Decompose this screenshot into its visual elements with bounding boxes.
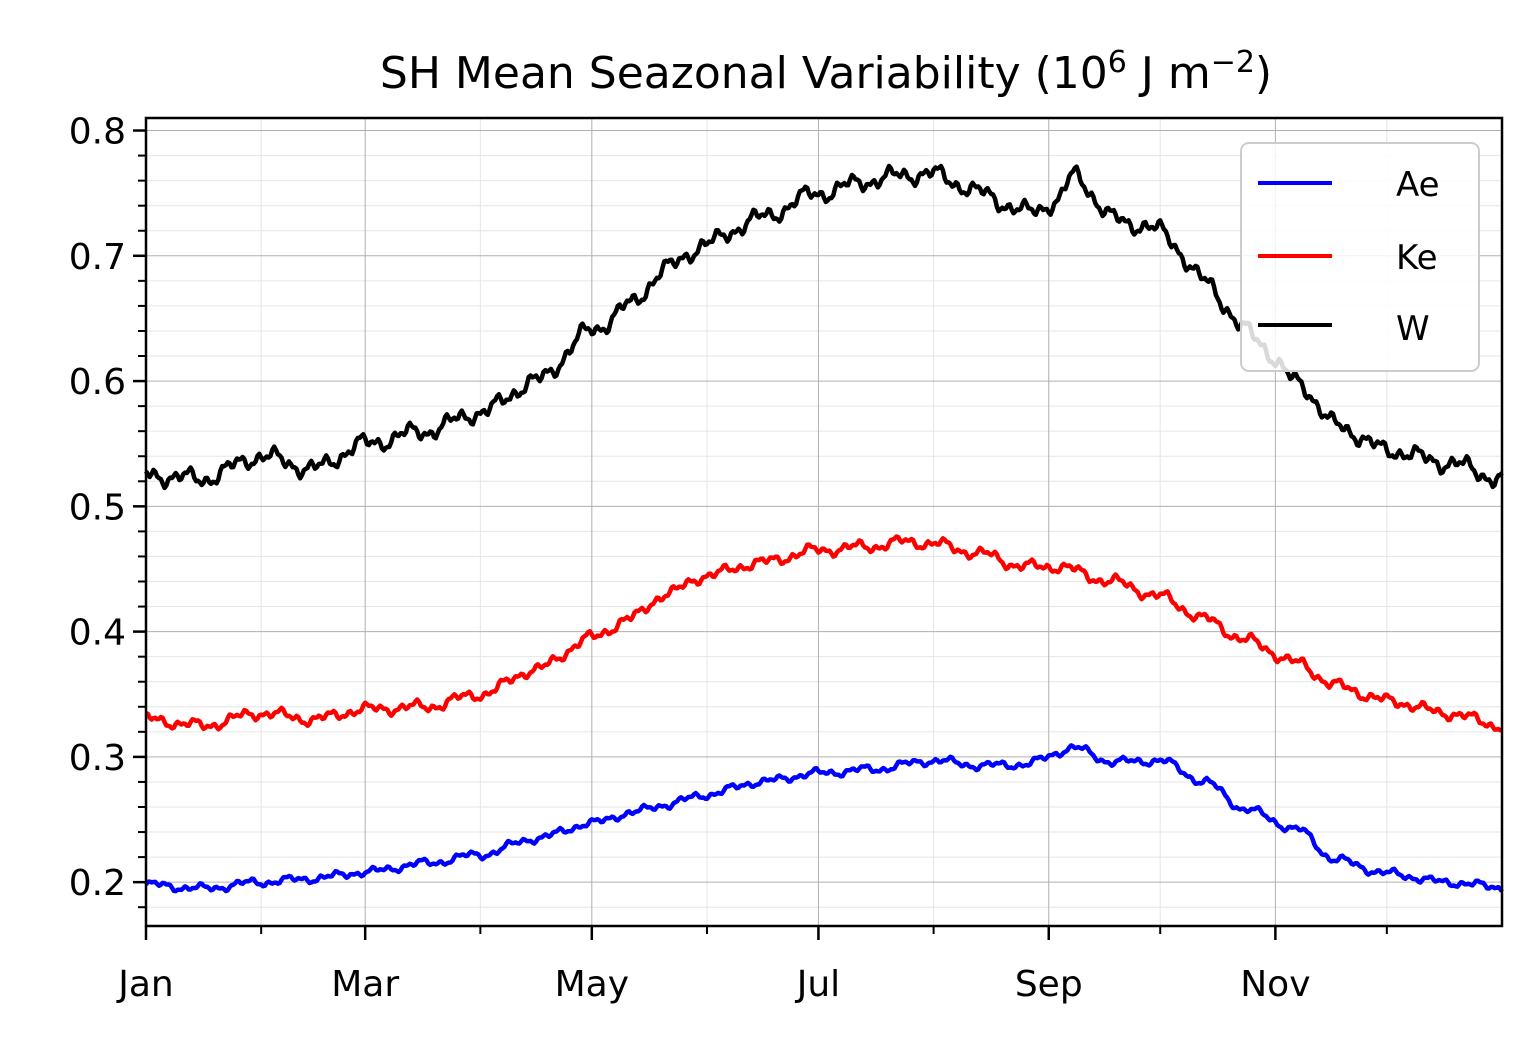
legend-label-ke: Ke bbox=[1396, 238, 1438, 278]
x-axis: Jan Mar May Jul Sep Nov bbox=[116, 926, 1388, 1005]
y-tick-label: 0.7 bbox=[69, 237, 126, 278]
plot-frame bbox=[144, 116, 1504, 928]
x-tick-label: May bbox=[555, 964, 629, 1005]
y-axis: 0.2 0.3 0.4 0.5 0.6 0.7 0.8 bbox=[69, 112, 146, 909]
x-tick-label: Jan bbox=[116, 964, 174, 1005]
y-tick-label: 0.2 bbox=[69, 863, 126, 904]
major-grid bbox=[146, 118, 1502, 926]
x-tick-label: Jul bbox=[795, 964, 840, 1005]
chart-title-unit-exponent: −2 bbox=[1211, 45, 1255, 80]
legend-label-ae: Ae bbox=[1396, 165, 1440, 205]
series-line-ke bbox=[145, 534, 1503, 733]
chart-title: SH Mean Seazonal Variability (106 J m−2) bbox=[380, 45, 1272, 99]
y-tick-label: 0.3 bbox=[69, 738, 126, 779]
x-tick-label: Nov bbox=[1240, 964, 1310, 1005]
chart-title-close: ) bbox=[1255, 48, 1272, 99]
y-tick-label: 0.6 bbox=[69, 362, 126, 403]
chart-title-unit: J m bbox=[1127, 48, 1211, 99]
y-tick-label: 0.4 bbox=[69, 613, 126, 654]
chart-title-exponent: 6 bbox=[1108, 45, 1127, 80]
x-tick-label: Sep bbox=[1015, 964, 1083, 1005]
x-tick-label: Mar bbox=[331, 964, 399, 1005]
series-line-ae bbox=[144, 743, 1504, 894]
chart-title-main: SH Mean Seazonal Variability (10 bbox=[380, 48, 1108, 99]
legend-box bbox=[1240, 142, 1480, 372]
legend: Ae Ke W bbox=[1240, 142, 1480, 372]
y-tick-label: 0.5 bbox=[69, 487, 126, 528]
legend-label-w: W bbox=[1396, 309, 1430, 349]
y-tick-label: 0.8 bbox=[69, 112, 126, 153]
